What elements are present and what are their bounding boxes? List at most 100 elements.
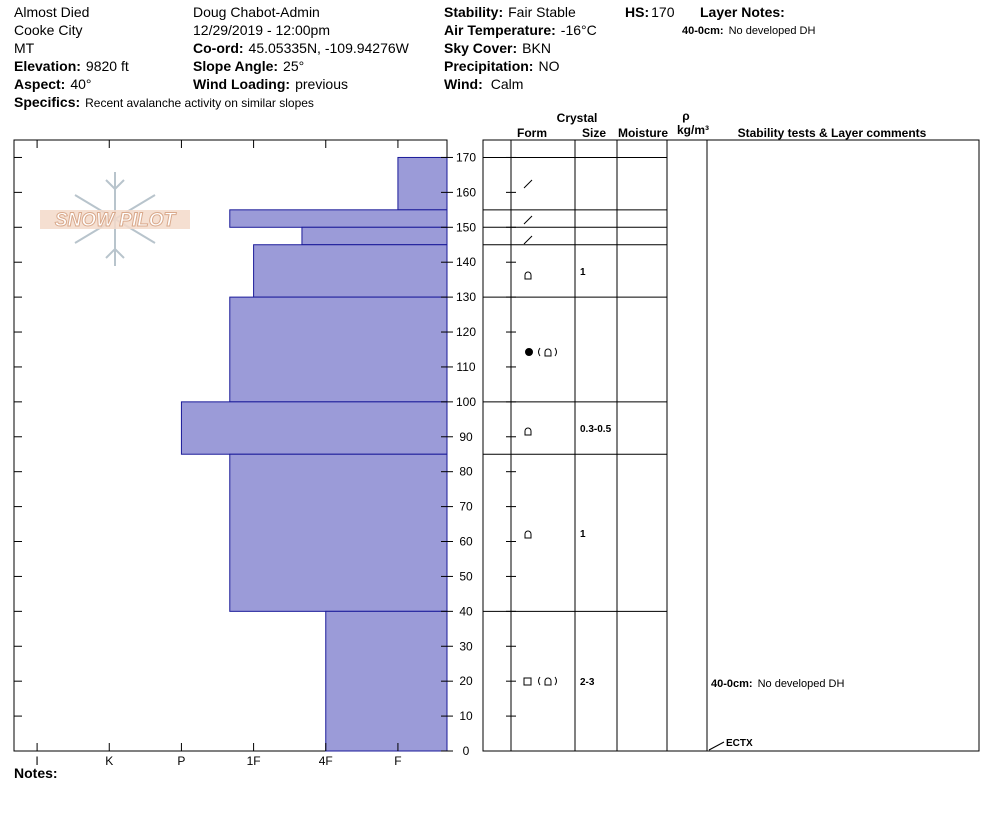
value: 40° [70,76,91,92]
air-temperature: Air Temperature: -16°C [444,22,597,38]
value: No developed DH [729,25,816,37]
logo-band [40,210,190,229]
value: Fair Stable [508,4,576,20]
y-tick-label: 30 [459,639,473,653]
hardness-bar [229,296,448,403]
y-tick-label: 80 [459,465,473,479]
y-tick-label: 10 [459,709,473,723]
size-header: Size [582,126,606,140]
y-tick-label: 170 [456,150,476,164]
coord: Co-ord: 45.05335N, -109.94276W [193,40,410,56]
x-tick-label: 1F [247,754,261,768]
value: NO [538,58,559,74]
hardness-bar [229,453,448,612]
y-tick-label: 40 [459,604,473,618]
column-lines [510,140,708,751]
y-tick-label: 110 [456,360,475,374]
y-tick-label: 90 [459,430,473,444]
hardness-bar [301,226,448,246]
hardness-bar [397,156,448,211]
grain-size: 2-3 [580,677,595,688]
grain-size: 1 [580,267,586,278]
x-tick-label: I [35,754,38,768]
y-tick-label: 140 [456,255,476,269]
comments-header: Stability tests & Layer comments [738,126,927,140]
y-tick-label: 130 [456,290,476,304]
stability-test-arrow [708,741,725,751]
y-tick-label: 100 [456,395,476,409]
layer-comment: 40-0cm: No developed DH [711,678,844,690]
y-tick-label: 150 [456,220,476,234]
label: Co-ord: [193,40,244,56]
x-tick-label: F [394,754,401,768]
form-header: Form [517,126,547,140]
stability: Stability: Fair Stable [444,4,576,20]
value: 9820 ft [86,58,129,74]
y-tick-label: 70 [459,500,473,514]
y-tick-label: 160 [456,185,476,199]
hardness-bar [180,401,448,455]
notes-label: Notes: [14,765,58,781]
location-area: Cooke City [14,22,82,38]
label: Precipitation: [444,58,533,74]
table-frame [482,139,980,752]
value: 45.05335N, -109.94276W [249,40,410,56]
grain-size: 1 [580,529,586,540]
density-header: kg/m³ [677,123,709,137]
precipitation: Precipitation: NO [444,58,560,74]
grain-size: 0.3-0.5 [580,424,612,435]
value: 170 [651,4,675,20]
slope-angle: Slope Angle: 25° [193,58,304,74]
location-name: Almost Died [14,4,89,20]
value: No developed DH [758,678,845,690]
value: Calm [491,76,524,92]
value: Recent avalanche activity on similar slo… [85,96,314,110]
specifics: Specifics: Recent avalanche activity on s… [14,94,314,110]
value: -16°C [561,22,597,38]
label: Stability: [444,4,503,20]
y-tick-label: 0 [463,744,470,758]
label: 40-0cm: [682,25,724,37]
label: Sky Cover: [444,40,517,56]
grain-forms [523,179,557,686]
sky-cover: Sky Cover: BKN [444,40,551,56]
x-tick-label: 4F [319,754,333,768]
stability-test: ECTX [726,738,753,749]
layer-notes-label: Layer Notes: [700,4,785,20]
date: 12/29/2019 - 12:00pm [193,22,330,38]
crystal-header: Crystal [557,111,598,125]
hardness-bar [253,244,448,298]
value: previous [295,76,348,92]
label: Elevation: [14,58,81,74]
label: HS: [625,4,649,20]
label: 40-0cm: [711,678,753,690]
y-tick-label: 60 [459,535,473,549]
y-tick-label: 20 [459,674,473,688]
hardness-bar [229,209,448,228]
label: Specifics: [14,94,80,110]
x-tick-label: P [177,754,185,768]
hs: HS: 170 [625,4,675,20]
y-tick-label: 50 [459,569,473,583]
label: Wind: [444,76,483,92]
value: BKN [522,40,551,56]
wind-loading: Wind Loading: previous [193,76,348,92]
y-tick-label: 120 [456,325,476,339]
label: Slope Angle: [193,58,278,74]
moisture-header: Moisture [618,126,668,140]
layer-note: 40-0cm: No developed DH [682,25,815,37]
observer: Doug Chabot-Admin [193,4,320,20]
location-state: MT [14,40,35,56]
value: 25° [283,58,304,74]
label: Air Temperature: [444,22,556,38]
x-tick-label: K [105,754,113,768]
elevation: Elevation: 9820 ft [14,58,129,74]
label: Wind Loading: [193,76,290,92]
logo-text: SNOW PILOT [55,210,177,231]
rho-header: ρ [682,109,689,123]
label: Aspect: [14,76,65,92]
aspect: Aspect: 40° [14,76,92,92]
hardness-bar [325,610,448,752]
wind: Wind: Calm [444,76,523,92]
